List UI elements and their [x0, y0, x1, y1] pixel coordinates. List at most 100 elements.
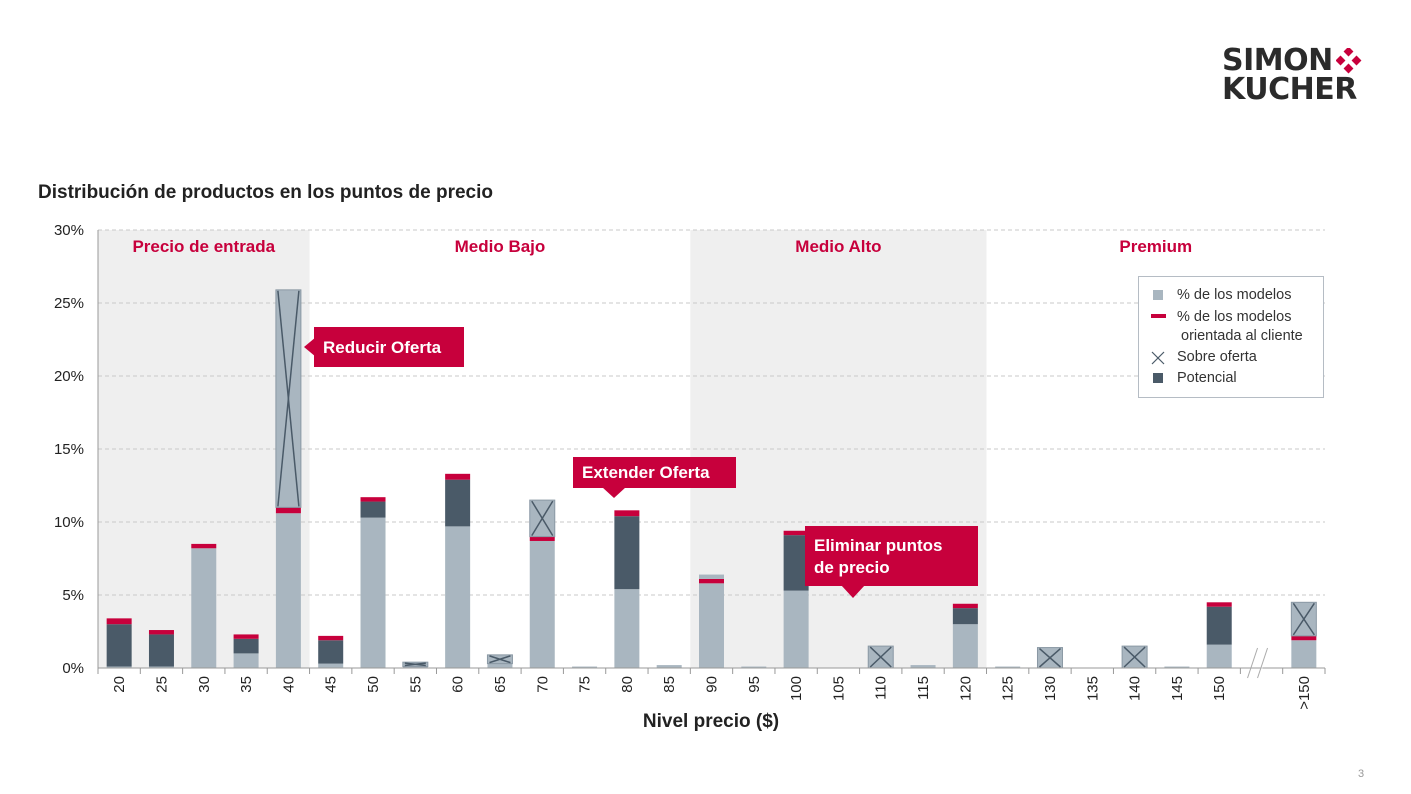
- bar-customer: [699, 578, 724, 584]
- x-tick-label: 140: [1127, 676, 1144, 701]
- bar-overoffer: [699, 574, 724, 579]
- region-label: Medio Bajo: [455, 237, 546, 256]
- bar-models: [445, 526, 471, 668]
- bar-models: [699, 583, 724, 668]
- bar-models: [402, 666, 428, 668]
- chart-title: Distribución de productos en los puntos …: [38, 182, 493, 203]
- bar-models: [741, 666, 767, 668]
- bar-customer: [148, 630, 174, 635]
- x-tick-label: 95: [746, 676, 763, 693]
- bar-models: [318, 663, 344, 668]
- bar-customer: [529, 536, 555, 541]
- bar-customer: [106, 618, 132, 625]
- region-label: Precio de entrada: [132, 237, 275, 256]
- x-tick-label: 45: [323, 676, 340, 693]
- bar-models: [1291, 640, 1317, 668]
- bar-customer: [614, 510, 640, 517]
- bar-potential: [318, 640, 344, 664]
- bar-potential: [445, 479, 471, 527]
- bar-models: [275, 513, 301, 668]
- bar-customer: [952, 603, 978, 609]
- overoffer-cross: [1123, 646, 1146, 668]
- legend-item-models: % de los modelos: [1151, 287, 1291, 303]
- bar-models: [572, 666, 598, 668]
- legend-item-customer: % de los modelos orientada al cliente: [1151, 308, 1303, 346]
- bar-potential: [952, 608, 978, 625]
- bar-models: [656, 665, 682, 668]
- x-tick-label: 65: [492, 676, 509, 693]
- y-tick-label: 30%: [54, 222, 84, 239]
- bar-customer: [783, 530, 809, 536]
- x-tick-label: 110: [873, 676, 890, 700]
- bar-models: [360, 517, 386, 668]
- y-tick-label: 0%: [62, 660, 84, 677]
- x-axis-label: Nivel precio ($): [643, 711, 779, 732]
- bar-models: [1206, 644, 1232, 668]
- x-tick-label: 60: [450, 676, 467, 693]
- logo-text-line2: KUCHER: [1222, 72, 1357, 107]
- bar-customer: [1291, 635, 1317, 641]
- region-label: Medio Alto: [795, 237, 881, 256]
- bar-models: [106, 666, 132, 668]
- x-tick-label: 25: [153, 676, 170, 693]
- legend-square-light-icon: [1151, 287, 1165, 301]
- x-tick-label: 90: [704, 676, 721, 693]
- bar-potential: [148, 634, 174, 667]
- bar-models: [233, 653, 259, 668]
- x-tick-label: 30: [196, 676, 213, 693]
- overoffer-cross: [1292, 602, 1315, 636]
- y-tick-label: 5%: [62, 587, 84, 604]
- bar-models: [529, 540, 555, 668]
- legend-label: % de los modelos: [1177, 287, 1292, 303]
- overoffer-cross: [869, 646, 892, 668]
- bar-potential: [106, 624, 132, 667]
- legend-label: % de los modelos: [1177, 309, 1292, 325]
- bar-potential: [233, 638, 259, 654]
- region-band: [690, 230, 987, 668]
- bar-customer: [445, 473, 471, 480]
- simon-kucher-logo: SIMON KUCHER: [1222, 43, 1362, 107]
- page-number: 3: [1358, 768, 1365, 780]
- callout-eliminar-puntos: Eliminar puntos de precio: [805, 526, 978, 598]
- bar-models: [783, 590, 809, 668]
- legend-label: Sobre oferta: [1177, 349, 1257, 365]
- logo-text-line1: SIMON: [1222, 43, 1333, 78]
- legend-cross-icon: [1151, 349, 1165, 365]
- x-tick-label: 85: [661, 676, 678, 693]
- bar-customer: [1206, 602, 1232, 607]
- bar-potential: [1206, 606, 1232, 645]
- y-tick-label: 25%: [54, 295, 84, 312]
- logo-diamonds-icon: [1335, 47, 1362, 73]
- overoffer-outline: [402, 661, 429, 668]
- legend-label-line2: orientada al cliente: [1181, 328, 1303, 344]
- overoffer-outline: [1290, 601, 1317, 637]
- overoffer-cross: [404, 662, 426, 667]
- x-tick-label: 55: [407, 676, 424, 693]
- callout-reducir-oferta: Reducir Oferta: [304, 327, 464, 367]
- overoffer-outline: [275, 289, 302, 508]
- x-tick-label: 75: [577, 676, 594, 693]
- bar-models: [1164, 666, 1190, 668]
- bar-models: [614, 589, 640, 668]
- bar-customer: [233, 634, 259, 639]
- overoffer-cross: [489, 655, 511, 664]
- chart-legend: % de los modelos % de los modelos orient…: [1138, 276, 1324, 398]
- x-tick-label: 40: [280, 676, 297, 693]
- callout-text: Extender Oferta: [582, 463, 710, 482]
- legend-dash-icon: [1151, 308, 1166, 322]
- x-tick-label: 125: [1000, 676, 1017, 701]
- bar-potential: [783, 535, 809, 591]
- x-tick-label: 70: [534, 676, 551, 693]
- x-tick-label: 145: [1169, 676, 1186, 701]
- overoffer-cross: [277, 290, 300, 507]
- callout-text-line2: de precio: [814, 558, 890, 577]
- x-tick-label: 50: [365, 676, 382, 693]
- x-tick-label: 80: [619, 676, 636, 693]
- x-tick-label: 35: [238, 676, 255, 693]
- x-tick-label: 20: [111, 676, 128, 693]
- bar-models: [952, 624, 978, 668]
- callout-text: Reducir Oferta: [323, 338, 442, 357]
- x-tick-label: 130: [1042, 676, 1059, 701]
- bar-customer: [318, 635, 344, 641]
